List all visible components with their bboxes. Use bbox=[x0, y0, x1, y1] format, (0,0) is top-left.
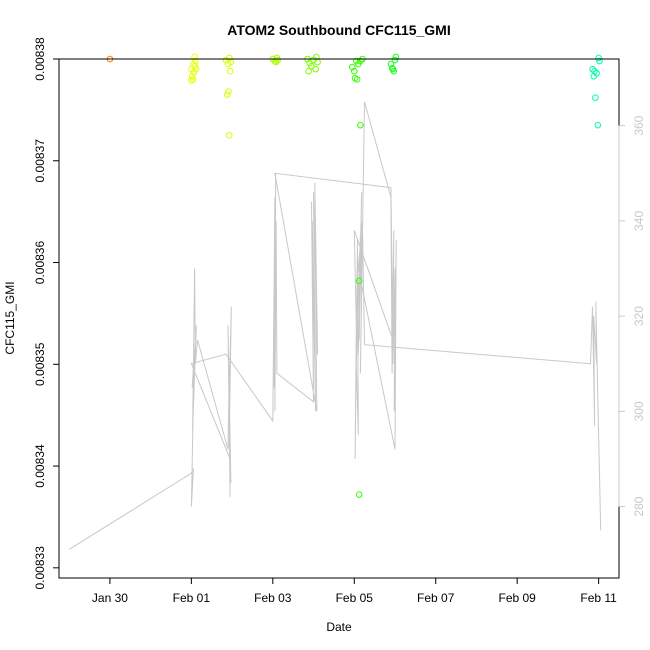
x-tick-label: Feb 09 bbox=[499, 591, 537, 605]
x-tick-label: Feb 03 bbox=[254, 591, 292, 605]
x-tick-label: Feb 11 bbox=[580, 591, 617, 605]
data-point bbox=[226, 67, 234, 75]
data-point bbox=[188, 73, 196, 80]
data-point bbox=[348, 63, 356, 71]
line-series bbox=[68, 101, 602, 550]
data-point bbox=[353, 76, 361, 83]
data-point bbox=[308, 62, 315, 70]
x-tick-label: Jan 30 bbox=[92, 591, 128, 605]
data-point bbox=[595, 54, 602, 62]
series-line bbox=[68, 101, 602, 550]
y2-tick-label: 360 bbox=[632, 115, 646, 135]
y-tick-label: 0.00833 bbox=[33, 546, 47, 590]
data-point bbox=[225, 88, 232, 95]
y-tick-label: 0.00837 bbox=[33, 139, 47, 183]
y-tick-label: 0.00838 bbox=[33, 37, 47, 81]
data-point bbox=[589, 65, 596, 73]
data-point bbox=[357, 121, 364, 129]
data-point bbox=[592, 94, 599, 101]
data-point bbox=[590, 73, 598, 80]
y-tick-label: 0.00836 bbox=[33, 241, 47, 285]
data-point bbox=[388, 64, 396, 72]
data-point bbox=[312, 65, 319, 73]
x-axis: Jan 30 Feb 01 Feb 03 Feb 05 Feb 07 Feb 09 Feb … bbox=[92, 577, 617, 605]
data-point bbox=[189, 76, 197, 83]
y2-tick-label: 320 bbox=[632, 306, 646, 326]
data-point bbox=[191, 62, 199, 70]
data-point bbox=[225, 54, 233, 62]
data-point bbox=[191, 53, 198, 61]
x-tick-label: Feb 05 bbox=[336, 591, 374, 605]
data-point bbox=[350, 67, 358, 75]
chart-title: ATOM2 Southbound CFC115_GMI bbox=[227, 22, 451, 38]
y-tick-label: 0.00834 bbox=[33, 444, 47, 488]
scatter-series bbox=[106, 53, 603, 498]
data-point bbox=[274, 56, 282, 64]
data-point bbox=[305, 67, 312, 75]
x-tick-label: Feb 01 bbox=[173, 591, 211, 605]
data-point bbox=[594, 121, 602, 129]
y-axis-label: CFC115_GMI bbox=[3, 281, 17, 354]
x-tick-label: Feb 07 bbox=[417, 591, 455, 605]
data-point bbox=[190, 68, 198, 76]
data-point bbox=[313, 53, 320, 61]
data-point bbox=[596, 57, 603, 65]
data-point bbox=[392, 53, 400, 61]
y2-tick-label: 340 bbox=[632, 211, 646, 231]
data-point bbox=[391, 56, 399, 64]
data-point bbox=[357, 57, 364, 65]
data-point bbox=[188, 77, 195, 84]
x-axis-label: Date bbox=[326, 620, 352, 634]
y2-axis: 280 300 320 340 360 bbox=[618, 115, 646, 517]
y2-tick-label: 300 bbox=[632, 401, 646, 421]
y-axis: 0.00833 0.00834 0.00835 0.00836 0.00837 0.008… bbox=[33, 37, 60, 590]
data-point bbox=[225, 132, 233, 139]
y2-tick-label: 280 bbox=[632, 496, 646, 516]
data-point bbox=[223, 91, 231, 98]
data-point bbox=[355, 491, 363, 498]
y-tick-label: 0.00835 bbox=[33, 342, 47, 386]
data-point bbox=[355, 277, 363, 285]
